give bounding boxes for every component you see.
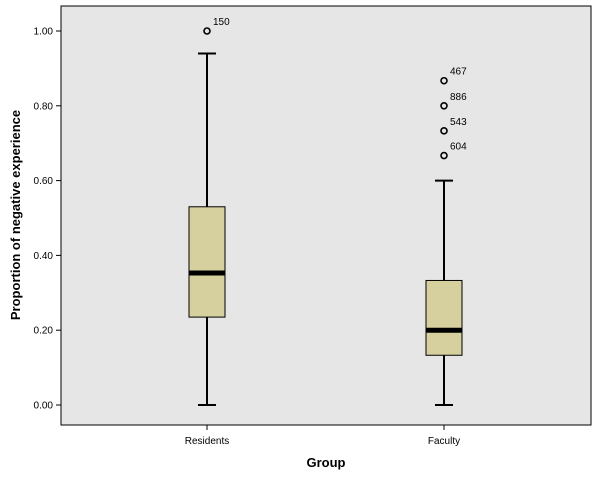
box-group-residents: 150: [188, 17, 230, 406]
outlier-label: 604: [450, 142, 467, 153]
x-tick-label: Faculty: [428, 436, 460, 447]
x-axis-title: Group: [307, 455, 346, 470]
outlier-point: [440, 151, 448, 160]
box-iqr: [188, 206, 226, 318]
y-tick-label: 0.60: [34, 176, 54, 187]
outlier-point: [440, 127, 448, 135]
y-tick-label: 0.20: [34, 326, 54, 337]
boxes: 150 467 886 543 604: [188, 17, 467, 406]
y-axis: 0.00 0.20 0.40 0.60 0.80 1.00: [34, 27, 61, 412]
outlier-label: 886: [450, 92, 467, 103]
outlier-label: 467: [450, 67, 467, 78]
x-axis: Residents Faculty: [185, 425, 460, 447]
y-tick-label: 0.00: [34, 401, 54, 412]
box-group-faculty: 467 886 543 604: [425, 67, 467, 406]
plot-area: [60, 5, 592, 426]
y-tick-label: 0.80: [34, 101, 54, 112]
box-iqr: [425, 279, 463, 356]
x-tick-label: Residents: [185, 436, 229, 447]
y-tick-label: 0.40: [34, 251, 54, 262]
outlier-point: [203, 27, 211, 35]
y-tick-label: 1.00: [34, 27, 54, 38]
outlier-label: 150: [213, 17, 230, 28]
outlier-point: [440, 76, 448, 85]
outlier-label: 543: [450, 117, 467, 128]
y-axis-title: Proportion of negative experience: [8, 110, 23, 320]
outlier-point: [440, 102, 448, 110]
